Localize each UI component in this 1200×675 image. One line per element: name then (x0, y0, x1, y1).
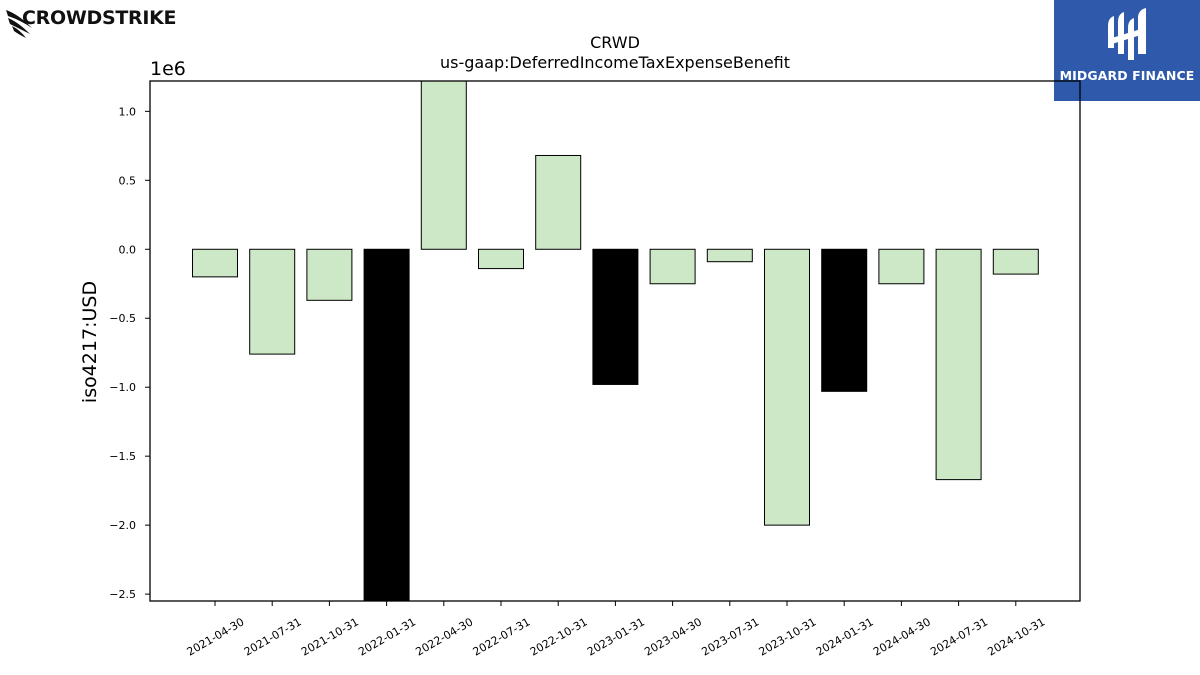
y-tick-label: −1.0 (109, 381, 136, 394)
y-tick-label: −2.0 (109, 519, 136, 532)
bars-group (192, 80, 1039, 602)
x-tick-label: 2022-04-30 (413, 615, 475, 658)
x-tick-label: 2023-10-31 (757, 615, 819, 658)
bar-2021-10-31 (306, 248, 353, 301)
x-tick-label: 2024-07-31 (928, 615, 990, 658)
y-tick-label: 0.5 (119, 174, 137, 187)
bar-2024-10-31 (992, 248, 1039, 275)
x-tick-label: 2023-07-31 (699, 615, 761, 658)
bar-2024-07-31 (935, 248, 982, 481)
y-tick-label: 0.0 (119, 243, 137, 256)
y-tick-label: 1.0 (119, 105, 137, 118)
bar-2023-07-31 (706, 248, 753, 263)
bar-2022-07-31 (478, 248, 524, 270)
x-tick-label: 2023-01-31 (585, 615, 647, 658)
x-axis: 2021-04-302021-07-312021-10-312022-01-31… (185, 601, 1047, 659)
bar-2021-07-31 (249, 248, 296, 355)
x-tick-label: 2023-04-30 (642, 615, 704, 658)
y-tick-label: −0.5 (109, 312, 136, 325)
y-offset-label: 1e6 (150, 58, 186, 80)
plot-frame (149, 80, 1081, 602)
x-tick-label: 2022-10-31 (528, 615, 590, 658)
x-tick-label: 2024-01-31 (814, 615, 876, 658)
y-tick-label: −2.5 (109, 588, 136, 601)
bar-2022-01-31 (363, 248, 410, 602)
x-tick-label: 2021-07-31 (242, 615, 304, 658)
falcon-icon (6, 10, 32, 38)
bar-2022-04-30 (420, 80, 467, 250)
midgard-finance-logo: MIDGARD FINANCE (1054, 0, 1200, 101)
x-tick-label: 2022-01-31 (356, 615, 418, 658)
x-tick-label: 2024-10-31 (985, 615, 1047, 658)
midgard-finance-logo-text: MIDGARD FINANCE (1059, 68, 1195, 83)
crowdstrike-logo: CROWDSTRIKE (4, 4, 204, 40)
bar-2023-10-31 (764, 248, 810, 526)
y-axis-label: iso4217:USD (79, 281, 101, 403)
bar-2023-04-30 (649, 248, 696, 285)
midgard-emblem-icon (1108, 8, 1146, 60)
x-tick-label: 2022-07-31 (471, 615, 533, 658)
bar-2022-10-31 (535, 154, 582, 250)
bar-2021-04-30 (192, 248, 238, 278)
chart-subtitle: us-gaap:DeferredIncomeTaxExpenseBenefit (440, 53, 790, 72)
y-axis: 1.0 0.5 0.0 −0.5 −1.0 −1.5 −2.0 −2.5 (109, 105, 150, 601)
x-tick-label: 2021-04-30 (185, 615, 247, 658)
x-tick-label: 2024-04-30 (871, 615, 933, 658)
x-tick-label: 2021-10-31 (299, 615, 361, 658)
chart-title: CRWD (590, 33, 640, 52)
crowdstrike-logo-text: CROWDSTRIKE (22, 7, 177, 29)
y-tick-label: −1.5 (109, 450, 136, 463)
bar-2023-01-31 (592, 248, 639, 385)
bar-2024-01-31 (821, 248, 868, 392)
bar-2024-04-30 (878, 248, 925, 285)
